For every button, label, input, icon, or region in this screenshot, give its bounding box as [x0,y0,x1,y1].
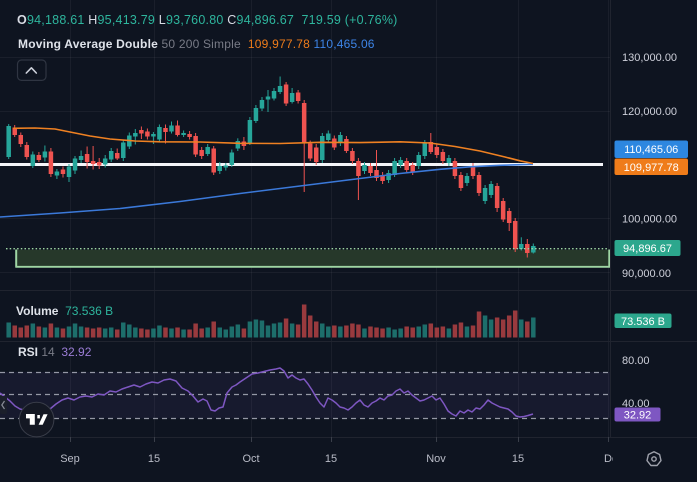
svg-text:Volume 73.536 B: Volume 73.536 B [16,304,113,318]
svg-text:80.00: 80.00 [622,355,650,367]
svg-text:32.92: 32.92 [624,410,652,422]
svg-text:40.00: 40.00 [622,398,650,410]
svg-text:O94,188.61 H95,413.79 L93,760.: O94,188.61 H95,413.79 L93,760.80 C94,896… [17,13,398,27]
svg-text:15: 15 [325,453,337,465]
svg-text:100,000.00: 100,000.00 [622,214,677,226]
svg-text:94,896.67: 94,896.67 [623,243,672,255]
svg-text:Moving Average Double 50 200 S: Moving Average Double 50 200 Simple 109,… [18,37,375,51]
svg-text:120,000.00: 120,000.00 [622,106,677,118]
svg-text:RSI 14 32.92: RSI 14 32.92 [18,345,92,359]
svg-text:De: De [604,453,618,465]
svg-text:Oct: Oct [242,453,259,465]
svg-text:Sep: Sep [60,453,80,465]
svg-text:Nov: Nov [426,453,446,465]
svg-text:15: 15 [512,453,524,465]
svg-text:130,000.00: 130,000.00 [622,52,677,64]
svg-text:15: 15 [148,453,160,465]
svg-text:73.536 B: 73.536 B [621,316,665,328]
svg-text:90,000.00: 90,000.00 [622,268,671,280]
svg-text:109,977.78: 109,977.78 [624,162,679,174]
svg-text:110,465.06: 110,465.06 [624,144,678,156]
